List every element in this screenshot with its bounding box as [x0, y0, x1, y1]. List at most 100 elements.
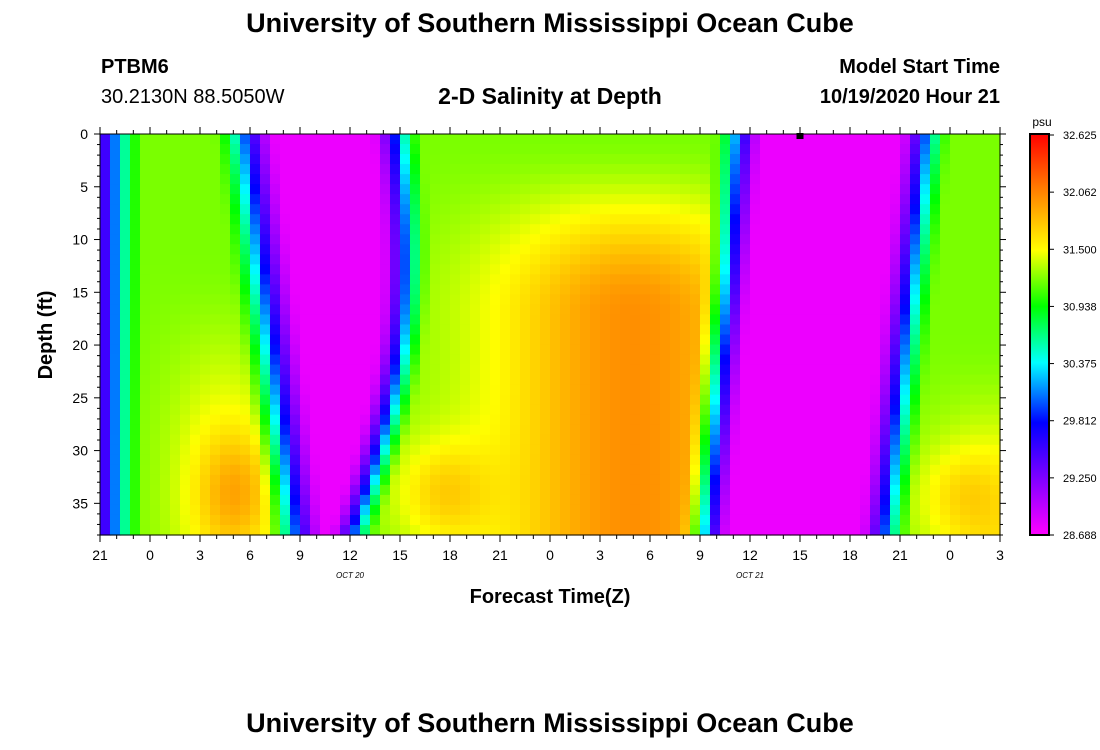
heatmap-cell: [810, 524, 821, 536]
heatmap-cell: [590, 274, 601, 285]
heatmap-cell: [800, 484, 811, 496]
heatmap-cell: [550, 514, 561, 526]
heatmap-cell: [300, 414, 311, 426]
heatmap-cell: [480, 414, 491, 426]
heatmap-cell: [140, 294, 151, 306]
heatmap-cell: [320, 314, 331, 326]
heatmap-cell: [610, 244, 621, 255]
heatmap-cell: [170, 334, 181, 346]
heatmap-cell: [350, 154, 361, 165]
heatmap-cell: [940, 384, 951, 396]
heatmap-cell: [790, 244, 801, 255]
heatmap-cell: [240, 174, 251, 185]
heatmap-cell: [980, 304, 991, 316]
heatmap-cell: [270, 234, 281, 245]
heatmap-cell: [110, 274, 121, 285]
heatmap-cell: [850, 334, 861, 346]
heatmap-cell: [700, 284, 711, 296]
heatmap-cell: [400, 294, 411, 306]
heatmap-cell: [340, 254, 351, 265]
heatmap-cell: [510, 444, 521, 456]
heatmap-cell: [660, 504, 671, 516]
heatmap-cell: [410, 264, 421, 275]
heatmap-cell: [840, 514, 851, 526]
heatmap-cell: [670, 424, 681, 436]
heatmap-cell: [350, 474, 361, 486]
heatmap-cell: [620, 384, 631, 396]
heatmap-cell: [820, 324, 831, 336]
heatmap-cell: [660, 484, 671, 496]
heatmap-cell: [400, 194, 411, 205]
heatmap-cell: [910, 484, 921, 496]
heatmap-cell: [180, 344, 191, 356]
heatmap-cell: [130, 254, 141, 265]
heatmap-cell: [280, 154, 291, 165]
heatmap-cell: [130, 414, 141, 426]
heatmap-cell: [510, 164, 521, 175]
heatmap-cell: [140, 234, 151, 245]
heatmap-cell: [660, 184, 671, 195]
heatmap-cell: [160, 154, 171, 165]
heatmap-cell: [670, 344, 681, 356]
heatmap-cell: [180, 294, 191, 306]
heatmap-cell: [130, 334, 141, 346]
heatmap-cell: [150, 314, 161, 326]
heatmap-cell: [290, 474, 301, 486]
heatmap-cell: [490, 324, 501, 336]
heatmap-cell: [820, 354, 831, 366]
heatmap-cell: [100, 294, 111, 306]
heatmap-cell: [970, 144, 981, 155]
heatmap-cell: [410, 284, 421, 296]
heatmap-cell: [570, 244, 581, 255]
heatmap-cell: [630, 334, 641, 346]
heatmap-cell: [100, 264, 111, 275]
heatmap-cell: [180, 284, 191, 296]
heatmap-cell: [440, 384, 451, 396]
heatmap-cell: [550, 524, 561, 536]
heatmap-cell: [850, 484, 861, 496]
heatmap-cell: [450, 464, 461, 476]
heatmap-cell: [750, 224, 761, 235]
heatmap-cell: [890, 214, 901, 225]
heatmap-cell: [500, 144, 511, 155]
heatmap-cell: [180, 134, 191, 145]
heatmap-cell: [920, 214, 931, 225]
heatmap-cell: [190, 274, 201, 285]
heatmap-cell: [270, 224, 281, 235]
heatmap-cell: [680, 504, 691, 516]
colorbar-label: 29.250: [1063, 473, 1097, 485]
heatmap-cell: [150, 444, 161, 456]
heatmap-cell: [700, 414, 711, 426]
heatmap-cell: [420, 374, 431, 386]
heatmap-cell: [360, 364, 371, 376]
heatmap-cell: [260, 484, 271, 496]
heatmap-cell: [550, 214, 561, 225]
heatmap-cell: [790, 464, 801, 476]
heatmap-cell: [440, 454, 451, 466]
heatmap-cell: [540, 514, 551, 526]
heatmap-cell: [570, 294, 581, 306]
heatmap-cell: [310, 224, 321, 235]
heatmap-cell: [630, 294, 641, 306]
heatmap-cell: [800, 424, 811, 436]
heatmap-cell: [430, 254, 441, 265]
heatmap-cell: [980, 314, 991, 326]
heatmap-cell: [110, 154, 121, 165]
heatmap-cell: [140, 524, 151, 536]
heatmap-cell: [760, 154, 771, 165]
heatmap-cell: [570, 414, 581, 426]
heatmap-cell: [360, 174, 371, 185]
heatmap-cell: [520, 194, 531, 205]
heatmap-cell: [280, 324, 291, 336]
heatmap-cell: [370, 434, 381, 446]
heatmap-cell: [820, 214, 831, 225]
heatmap-cell: [180, 354, 191, 366]
heatmap-cell: [360, 384, 371, 396]
heatmap-cell: [890, 374, 901, 386]
heatmap-cell: [650, 164, 661, 175]
heatmap-cell: [940, 194, 951, 205]
heatmap-cell: [200, 404, 211, 416]
heatmap-cell: [340, 154, 351, 165]
heatmap-cell: [740, 484, 751, 496]
heatmap-cell: [280, 314, 291, 326]
